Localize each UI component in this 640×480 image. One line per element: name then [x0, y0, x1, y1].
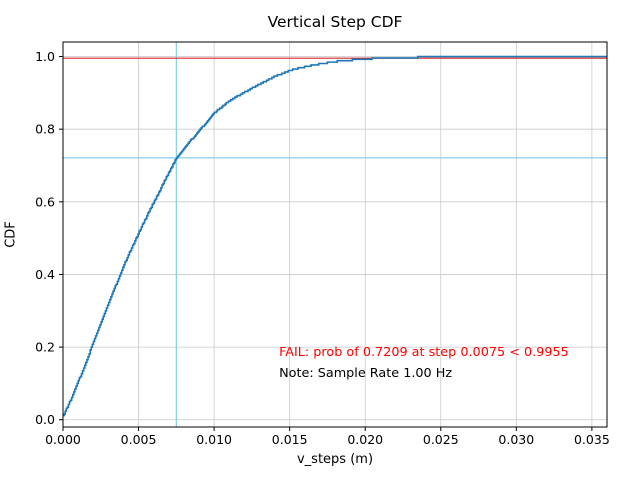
plot-border: [62, 41, 608, 428]
y-tick-label: 0.2: [35, 340, 55, 355]
cdf-line: [63, 55, 607, 417]
fail-annotation: FAIL: prob of 0.7209 at step 0.0075 < 0.…: [279, 345, 569, 361]
x-tick-label: 0.010: [196, 432, 232, 447]
y-tick-label: 0.8: [35, 122, 55, 137]
y-tick-label: 0.6: [35, 194, 55, 209]
x-tick-label: 0.005: [121, 432, 157, 447]
y-tick-label: 0.4: [35, 267, 55, 282]
x-tick-label: 0.035: [574, 432, 610, 447]
note-annotation: Note: Sample Rate 1.00 Hz: [279, 365, 453, 381]
x-axis-label: v_steps (m): [296, 452, 374, 467]
chart-title: Vertical Step CDF: [267, 13, 403, 31]
x-tick-label: 0.030: [498, 432, 534, 447]
x-tick-label: 0.020: [347, 432, 383, 447]
x-tick-label: 0.000: [45, 432, 81, 447]
x-tick-label: 0.015: [272, 432, 308, 447]
y-tick-label: 0.0: [35, 412, 55, 427]
y-tick-label: 1.0: [35, 49, 55, 64]
x-tick-label: 0.025: [423, 432, 459, 447]
y-axis-label: CDF: [3, 221, 19, 248]
